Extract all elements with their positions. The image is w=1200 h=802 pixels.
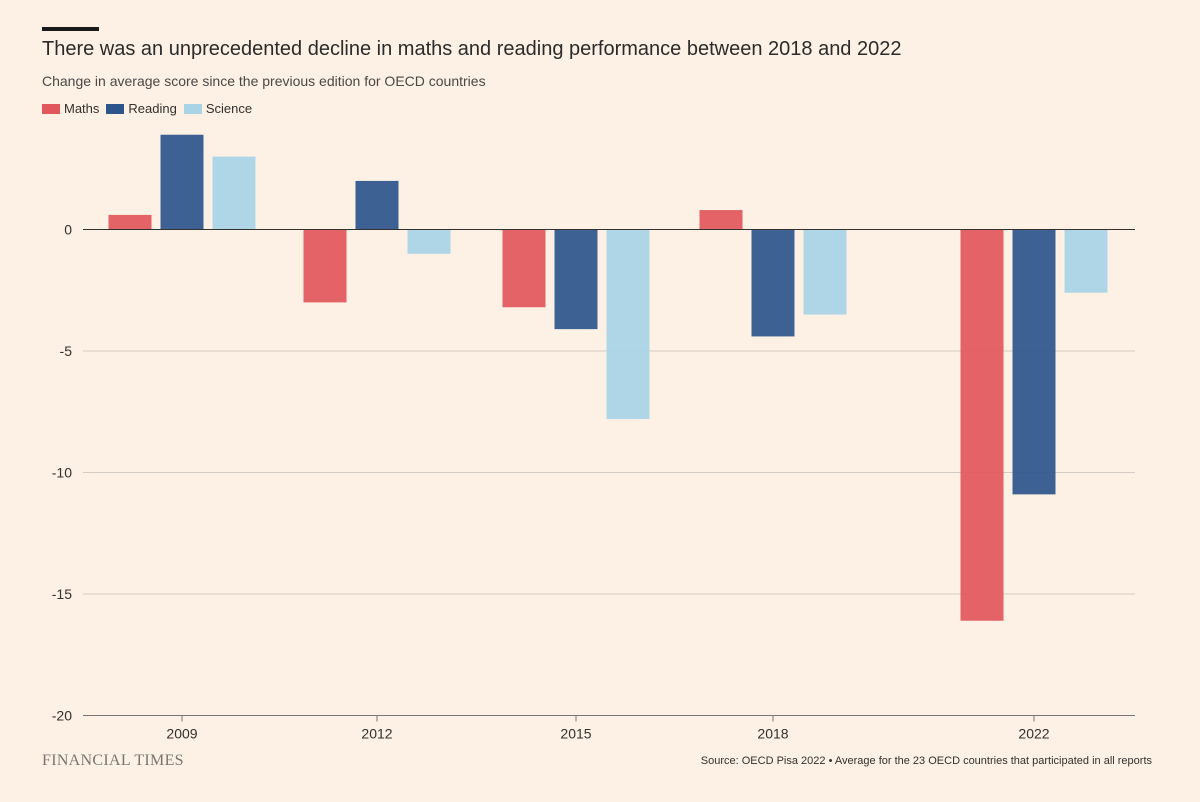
chart-title: There was an unprecedented decline in ma… <box>42 38 902 60</box>
legend-item-reading: Reading <box>106 101 177 116</box>
bar-maths-2022 <box>960 229 1004 621</box>
legend-swatch-reading <box>106 103 125 114</box>
bar-science-2009 <box>212 156 256 230</box>
x-tick-label-2015: 2015 <box>560 726 591 742</box>
legend-label-science: Science <box>205 101 253 116</box>
bar-reading-2018 <box>751 229 795 337</box>
y-tick-label-4: -20 <box>52 708 72 724</box>
bar-maths-2012 <box>303 229 347 303</box>
legend-label-reading: Reading <box>128 101 177 116</box>
bar-science-2015 <box>606 229 650 420</box>
source-note: Source: OECD Pisa 2022 • Average for the… <box>700 755 1152 767</box>
y-tick-label-0: 0 <box>64 222 72 238</box>
y-tick-label-2: -10 <box>52 465 72 481</box>
title-accent-bar <box>42 27 99 31</box>
legend: Maths Reading Science <box>42 101 259 116</box>
bar-science-2012 <box>407 229 451 254</box>
legend-item-maths: Maths <box>42 101 99 116</box>
bar-science-2022 <box>1064 229 1108 293</box>
bar-reading-2012 <box>355 180 399 230</box>
legend-item-science: Science <box>183 101 253 116</box>
legend-swatch-science <box>183 103 202 114</box>
x-tick-label-2022: 2022 <box>1018 726 1049 742</box>
y-tick-label-3: -15 <box>52 586 72 602</box>
y-tick-label-1: -5 <box>60 343 73 359</box>
bar-reading-2022 <box>1012 229 1056 495</box>
legend-label-maths: Maths <box>64 101 100 116</box>
x-tick-label-2009: 2009 <box>166 726 197 742</box>
bar-maths-2015 <box>502 229 546 308</box>
ft-logo: FINANCIAL TIMES <box>42 752 184 769</box>
bar-maths-2009 <box>108 214 152 230</box>
bar-maths-2018 <box>699 210 743 230</box>
x-tick-label-2018: 2018 <box>757 726 788 742</box>
x-tick-label-2012: 2012 <box>361 726 392 742</box>
bar-reading-2009 <box>160 134 204 230</box>
chart-subtitle: Change in average score since the previo… <box>42 73 486 89</box>
legend-swatch-maths <box>42 103 60 114</box>
bar-science-2018 <box>803 229 847 315</box>
bar-reading-2015 <box>554 229 598 330</box>
